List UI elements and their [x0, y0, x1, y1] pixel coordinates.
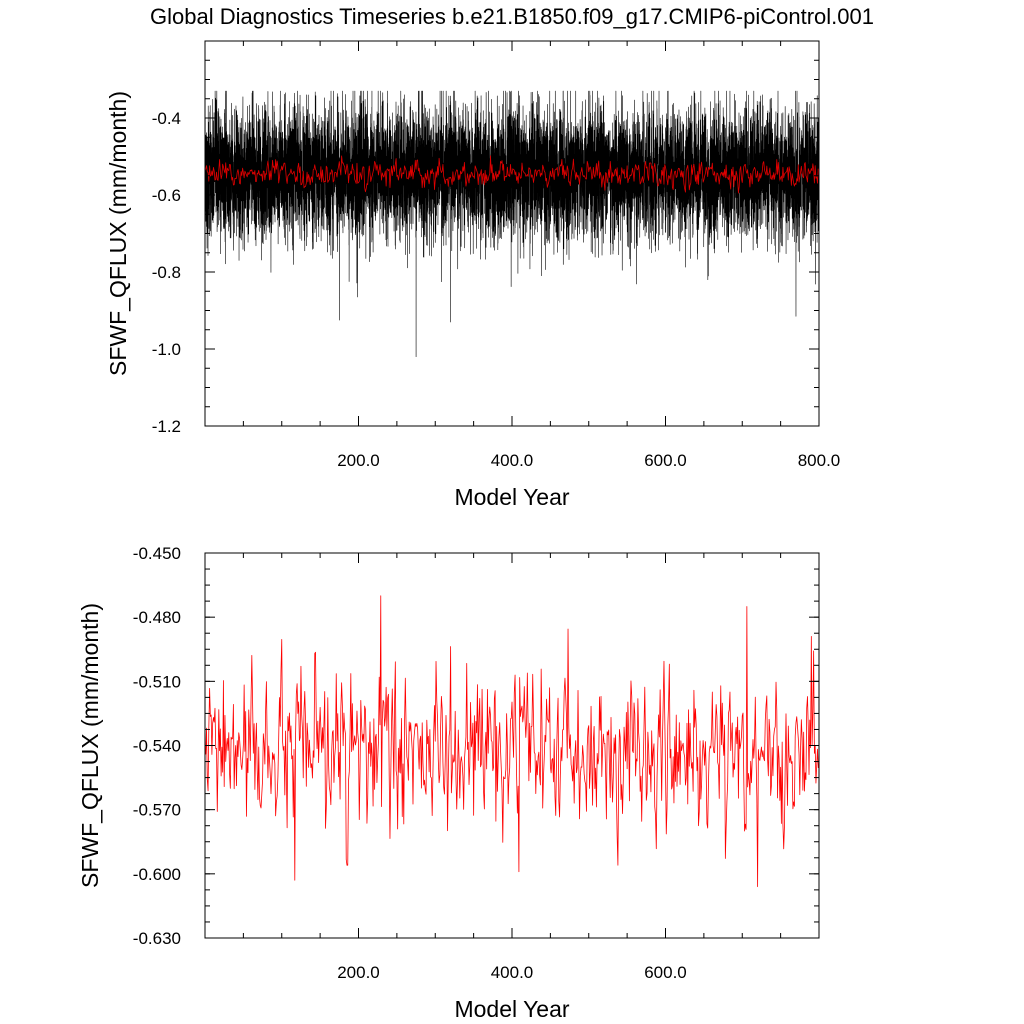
x-tick-label: 400.0: [491, 451, 534, 470]
panel-bottom-chart: -0.630 -0.600 -0.570 -0.540 -0.510 -0.480 -0.4…: [77, 544, 820, 1022]
y-tick-label: -1.2: [152, 417, 181, 436]
y-tick-label: -0.570: [133, 801, 181, 820]
top-x-axis-label: Model Year: [454, 484, 569, 510]
y-tick-label: -0.480: [133, 608, 181, 627]
y-tick-label: -0.630: [133, 929, 181, 948]
top-monthly-series-line: [204, 90, 820, 357]
x-tick-label: 400.0: [491, 963, 534, 982]
x-tick-label: 600.0: [644, 451, 687, 470]
y-tick-label: -0.8: [152, 263, 181, 282]
top-annual-series-line: [204, 155, 819, 194]
y-tick-label: -0.450: [133, 544, 181, 563]
y-tick-label: -0.4: [152, 109, 181, 128]
bottom-x-axis-label: Model Year: [454, 996, 569, 1022]
top-ticks: -1.2 -1.0 -0.8 -0.6 -0.4 200.0 400.0 600.0 800.0: [152, 40, 841, 470]
bottom-ticks: -0.630 -0.600 -0.570 -0.540 -0.510 -0.480 -0.4…: [133, 544, 819, 982]
y-tick-label: -0.510: [133, 672, 181, 691]
y-tick-label: -0.540: [133, 737, 181, 756]
top-annual-series: [204, 155, 819, 194]
panel-top-chart: -1.2 -1.0 -0.8 -0.6 -0.4 200.0 400.0 600.0 800.0…: [105, 40, 841, 510]
x-tick-label: 800.0: [798, 451, 841, 470]
figure-title: Global Diagnostics Timeseries b.e21.B185…: [150, 4, 874, 29]
bottom-plot-frame: [204, 552, 820, 939]
y-tick-label: -0.600: [133, 865, 181, 884]
x-tick-label: 200.0: [337, 451, 380, 470]
bottom-annual-series: [204, 595, 819, 888]
bottom-y-axis-label: SFWF_QFLUX (mm/month): [77, 603, 103, 888]
x-tick-label: 600.0: [644, 963, 687, 982]
top-monthly-series: [204, 90, 820, 357]
y-tick-label: -1.0: [152, 340, 181, 359]
bottom-annual-series-line: [204, 595, 819, 888]
y-tick-label: -0.6: [152, 186, 181, 205]
x-tick-label: 200.0: [337, 963, 380, 982]
top-y-axis-label: SFWF_QFLUX (mm/month): [105, 91, 131, 376]
